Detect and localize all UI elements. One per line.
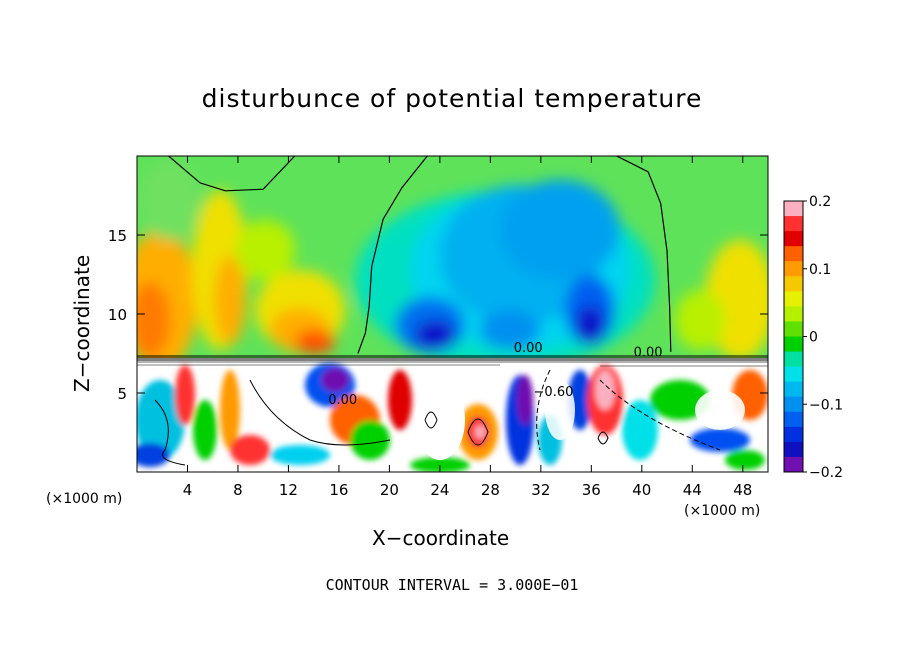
colorbar-swatch	[784, 321, 803, 337]
colorbar-swatch	[784, 261, 803, 277]
x-tick-label: 20	[380, 481, 399, 499]
x-tick-label: 40	[632, 481, 651, 499]
y-axis-label: Z−coordinate	[70, 254, 94, 392]
chart-title: disturbunce of potential temperature	[201, 84, 703, 113]
contour-labels: 0.00 0.00 0.00 −0.60	[328, 341, 662, 408]
y-axis: 5 10 15	[108, 227, 768, 403]
colorbar-swatch	[784, 231, 803, 247]
colorbar-swatch	[784, 201, 803, 217]
colorbar-swatch	[784, 246, 803, 262]
colorbar-swatch	[784, 411, 803, 428]
x-tick-label: 16	[329, 481, 348, 499]
contour-label: 0.00	[514, 341, 543, 356]
colorbar-tick-label: 0	[809, 330, 818, 346]
x-tick-label: 48	[733, 481, 752, 499]
zero-contour-line	[168, 156, 672, 354]
x-axis: 4 8 12 16 20 24 28 32 36 40 44 48	[183, 156, 752, 499]
colorbar-swatch	[784, 306, 803, 322]
colorbar-tick-label: 0.2	[809, 194, 831, 210]
colorbar-swatch	[784, 366, 803, 383]
contour-label: −0.60	[534, 385, 574, 400]
colorbar-swatch	[784, 426, 803, 443]
x-tick-label: 36	[582, 481, 601, 499]
x-tick-label: 12	[279, 481, 298, 499]
x-tick-label: 44	[683, 481, 702, 499]
colorbar-swatch	[784, 336, 803, 353]
colorbar-swatch	[784, 456, 803, 473]
colorbar-swatch	[784, 276, 803, 292]
y-tick-label: 5	[117, 385, 127, 403]
colorbar-tick-label: −0.2	[809, 465, 843, 481]
x-tick-label: 28	[481, 481, 500, 499]
colorbar-swatch	[784, 396, 803, 413]
colorbar-swatch	[784, 351, 803, 368]
colorbar-tick-label: −0.1	[809, 397, 843, 413]
contour-interval-note: CONTOUR INTERVAL = 3.000E−01	[325, 576, 579, 594]
x-unit-label-right: (×1000 m)	[684, 503, 761, 519]
x-axis-label: X−coordinate	[372, 526, 510, 550]
contour-label: 0.00	[328, 393, 357, 408]
x-tick-label: 32	[531, 481, 550, 499]
x-unit-label-left: (×1000 m)	[46, 491, 123, 507]
x-tick-label: 24	[430, 481, 449, 499]
heatmap-field: 0.00 0.00 0.00 −0.60	[137, 156, 768, 472]
colorbar-tick-label: 0.1	[809, 262, 831, 278]
colorbar-swatch	[784, 381, 803, 398]
x-tick-label: 8	[233, 481, 243, 499]
colorbar: 0.2 0.1 0 −0.1 −0.2	[783, 194, 843, 481]
colorbar-swatch	[784, 216, 803, 232]
x-tick-label: 4	[183, 481, 193, 499]
y-tick-label: 10	[108, 306, 127, 324]
colorbar-swatch	[784, 441, 803, 458]
y-tick-label: 15	[108, 227, 127, 245]
colorbar-swatch	[784, 291, 803, 307]
contour-label: 0.00	[634, 346, 663, 361]
